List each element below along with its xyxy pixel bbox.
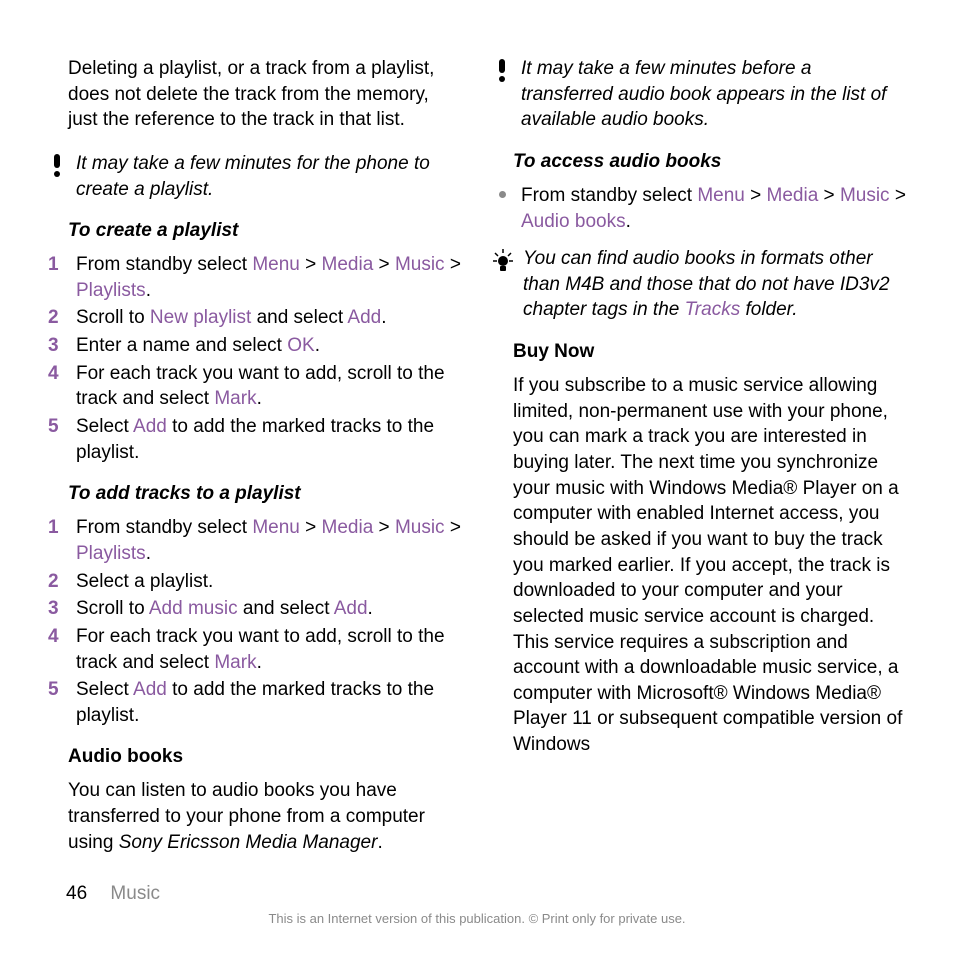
list-body: Select a playlist. [76,569,461,595]
tracks-link: Tracks [685,299,741,320]
page-number: 46 [66,883,87,904]
note-text: It may take a few minutes before a trans… [521,56,906,133]
menu-link: Add [347,307,381,328]
list-number: 3 [48,596,66,622]
menu-link: Playlists [76,280,146,301]
menu-link: Playlists [76,543,146,564]
menu-link: Menu [697,185,745,206]
tip-tracks-folder: You can find audio books in formats othe… [493,246,906,323]
note-audio-transfer: It may take a few minutes before a trans… [493,56,906,133]
lightbulb-icon [493,246,513,273]
list-number: 5 [48,677,66,703]
list-number: 4 [48,624,66,650]
list-body: Select Add to add the marked tracks to t… [76,414,461,465]
list-number: 5 [48,414,66,440]
list-body: Select Add to add the marked tracks to t… [76,677,461,728]
list-body: Enter a name and select OK. [76,333,461,359]
list-body: Scroll to New playlist and select Add. [76,305,461,331]
list-add-tracks: 1 From standby select Menu > Media > Mus… [48,515,461,728]
list-item: 3 Enter a name and select OK. [48,333,461,359]
list-item: 1 From standby select Menu > Media > Mus… [48,515,461,566]
audio-books-paragraph: You can listen to audio books you have t… [48,778,461,855]
tip-text: You can find audio books in formats othe… [523,246,906,323]
menu-link: Media [322,254,374,275]
list-number: 4 [48,361,66,387]
exclamation-icon [48,151,66,178]
menu-link: Media [322,517,374,538]
menu-link: Mark [214,652,256,673]
list-item: 2 Select a playlist. [48,569,461,595]
bullet-access-audio: From standby select Menu > Media > Music… [493,183,906,234]
list-number: 2 [48,569,66,595]
menu-link: Mark [214,388,256,409]
list-create-playlist: 1 From standby select Menu > Media > Mus… [48,252,461,465]
menu-link: OK [287,335,314,356]
list-item: 2 Scroll to New playlist and select Add. [48,305,461,331]
list-item: 1 From standby select Menu > Media > Mus… [48,252,461,303]
list-body: From standby select Menu > Media > Music… [76,515,461,566]
menu-link: New playlist [150,307,251,328]
menu-link: Menu [252,254,300,275]
exclamation-icon [493,56,511,83]
list-item: 5 Select Add to add the marked tracks to… [48,677,461,728]
footer-disclaimer: This is an Internet version of this publ… [0,911,954,926]
list-number: 3 [48,333,66,359]
menu-link: Add [334,598,368,619]
list-item: 5 Select Add to add the marked tracks to… [48,414,461,465]
note-create-playlist: It may take a few minutes for the phone … [48,151,461,202]
product-name: Sony Ericsson Media Manager [119,832,378,853]
bullet-body: From standby select Menu > Media > Music… [521,183,906,234]
list-number: 1 [48,515,66,541]
heading-create-playlist: To create a playlist [48,220,461,242]
heading-add-tracks: To add tracks to a playlist [48,483,461,505]
menu-link: Media [767,185,819,206]
list-number: 1 [48,252,66,278]
bullet-icon [493,183,511,198]
buy-now-paragraph: If you subscribe to a music service allo… [493,373,906,758]
list-body: For each track you want to add, scroll t… [76,361,461,412]
heading-access-audio: To access audio books [493,151,906,173]
list-body: Scroll to Add music and select Add. [76,596,461,622]
menu-link: Menu [252,517,300,538]
intro-paragraph: Deleting a playlist, or a track from a p… [48,56,461,133]
menu-link: Music [395,517,445,538]
menu-link: Music [840,185,890,206]
list-item: 4 For each track you want to add, scroll… [48,624,461,675]
list-body: For each track you want to add, scroll t… [76,624,461,675]
footer-page-info: 46 Music [0,883,954,905]
heading-audio-books: Audio books [48,746,461,768]
menu-link: Add [133,679,167,700]
page-footer: 46 Music This is an Internet version of … [0,883,954,926]
menu-link: Audio books [521,211,626,232]
right-column: It may take a few minutes before a trans… [493,56,906,873]
list-item: 3 Scroll to Add music and select Add. [48,596,461,622]
menu-link: Add music [149,598,238,619]
list-item: 4 For each track you want to add, scroll… [48,361,461,412]
page-content: Deleting a playlist, or a track from a p… [0,0,954,873]
heading-buy-now: Buy Now [493,341,906,363]
list-number: 2 [48,305,66,331]
menu-link: Music [395,254,445,275]
left-column: Deleting a playlist, or a track from a p… [48,56,461,873]
note-text: It may take a few minutes for the phone … [76,151,461,202]
list-body: From standby select Menu > Media > Music… [76,252,461,303]
menu-link: Add [133,416,167,437]
section-name: Music [110,883,160,904]
